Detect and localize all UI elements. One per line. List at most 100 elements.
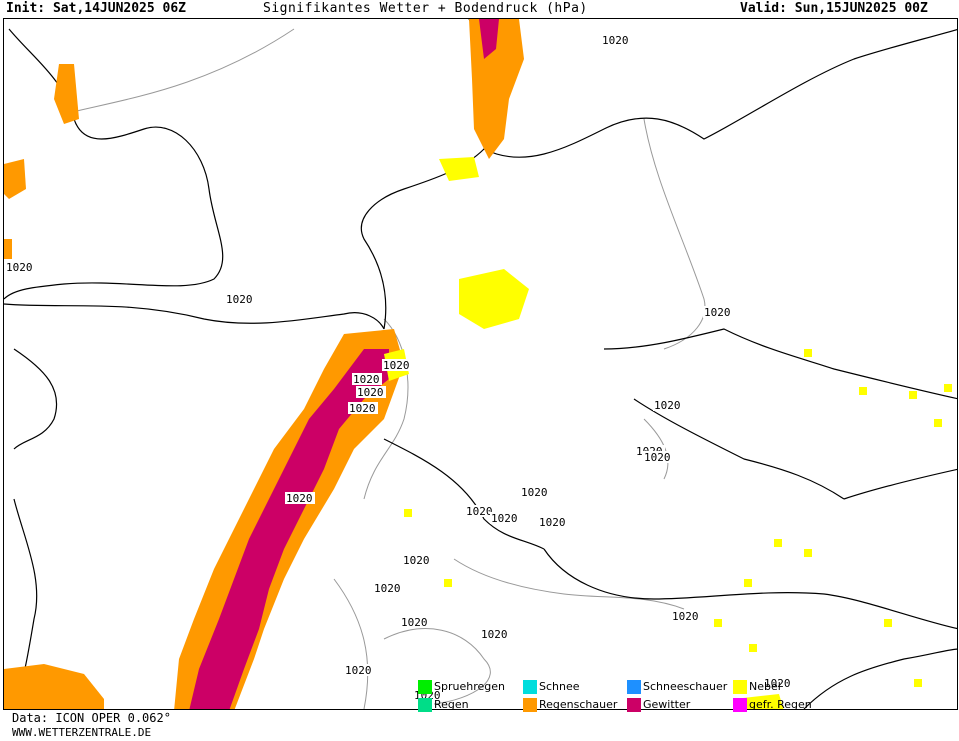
- shower-area-denmark: [469, 19, 524, 159]
- border-line-france-germany: [363, 318, 409, 500]
- border-slovakia: [843, 468, 957, 500]
- isobar-label-bg: [344, 664, 374, 676]
- isobar-label: 1020: [374, 582, 401, 595]
- border-line-england: [63, 28, 295, 115]
- fog-speck: [744, 579, 752, 587]
- border-line-germany-poland: [643, 118, 706, 350]
- fog-speck: [884, 619, 892, 627]
- fog-speck: [804, 349, 812, 357]
- isobar-line-2: [643, 418, 669, 480]
- precip-layer: [4, 19, 952, 709]
- legend-item: Schnee: [523, 679, 580, 694]
- legend-swatch: [418, 697, 432, 712]
- isobar-label-bg: [465, 505, 495, 517]
- legend-swatch: [733, 697, 747, 712]
- legend-swatch: [418, 679, 432, 694]
- isobar-label-bg: [490, 512, 520, 524]
- legend-label: Regenschauer: [539, 698, 618, 711]
- isobar-label-bg: [480, 628, 510, 640]
- legend-item: Gewitter: [627, 697, 690, 712]
- thunder-area-france: [189, 349, 389, 709]
- legend-label: Spruehregen: [434, 680, 505, 693]
- isobar-label: 1020: [764, 677, 791, 690]
- legend-label: Schnee: [539, 680, 580, 693]
- valid-time: Valid: Sun,15JUN2025 00Z: [740, 1, 928, 16]
- isobar-label: 1020: [539, 516, 566, 529]
- fog-speck: [804, 549, 812, 557]
- isobar-label: 1020: [672, 610, 699, 623]
- isobar-label-bg: [382, 359, 412, 371]
- legend-item: Spruehregen: [418, 679, 505, 694]
- fog-speck: [944, 384, 952, 392]
- border-line-alps: [453, 558, 685, 610]
- legend-swatch: [627, 679, 641, 694]
- isobar-label-bg: [643, 451, 673, 463]
- isobar-label: 1020: [401, 616, 428, 629]
- fog-speck: [859, 387, 867, 395]
- fog-speck: [404, 509, 412, 517]
- isobar-label: 1020: [226, 293, 253, 306]
- isobar-label: 1020: [383, 359, 410, 372]
- init-time: Init: Sat,14JUN2025 06Z: [6, 1, 187, 16]
- isobar-label: 1020: [466, 505, 493, 518]
- isobar-label: 1020: [353, 373, 380, 386]
- legend-item: gefr. Regen: [733, 697, 812, 712]
- shower-area-britain-east: [54, 64, 79, 124]
- isobar-label: 1020: [704, 306, 731, 319]
- isobar-label-bg: [225, 293, 255, 305]
- fog-speck: [934, 419, 942, 427]
- site-url: WWW.WETTERZENTRALE.DE: [12, 726, 152, 739]
- isobar-label-bg: [348, 402, 378, 414]
- isobar-label: 1020: [521, 486, 548, 499]
- legend-swatch: [733, 679, 747, 694]
- fog-speck: [774, 539, 782, 547]
- isobar-label-bg: [373, 582, 403, 594]
- legend-label: Schneeschauer: [643, 680, 728, 693]
- isobar-label-bg: [703, 306, 733, 318]
- country-borders: [63, 28, 706, 709]
- coast-brittany: [13, 348, 58, 450]
- fog-speck: [714, 619, 722, 627]
- isobar-label: 1020: [403, 554, 430, 567]
- isobar-label: 1020: [481, 628, 508, 641]
- legend-item: Regenschauer: [523, 697, 617, 712]
- border-czech-south: [633, 398, 845, 500]
- isobar-label-bg: [285, 492, 315, 504]
- data-source: Data: ICON OPER 0.062°: [12, 711, 171, 725]
- legend-swatch: [627, 697, 641, 712]
- isobar-label: 1020: [602, 34, 629, 47]
- fog-speck: [909, 391, 917, 399]
- isobar-label-bg: [671, 610, 701, 622]
- isobar-label: 1020: [345, 664, 372, 677]
- isobar-label-bg: [601, 34, 631, 46]
- isobar-label-bg: [356, 386, 386, 398]
- legend-item: Schneeschauer: [627, 679, 727, 694]
- legend-label: gefr. Regen: [749, 698, 812, 711]
- isobar-label-bg: [5, 261, 35, 273]
- isobar-label-bg: [400, 616, 430, 628]
- isobar-label-bg: [402, 554, 432, 566]
- fog-area-coast: [439, 157, 479, 181]
- weather-map: 1020 1020 1020 1020 1020 1020 1020 1020 1020 1020…: [3, 18, 958, 710]
- isobar-label-bg: [763, 677, 793, 689]
- isobar-label: 1020: [349, 402, 376, 415]
- isobar-label: 1020: [6, 261, 33, 274]
- legend-item: Regen: [418, 697, 469, 712]
- legend-swatch: [523, 697, 537, 712]
- thunder-area-denmark: [479, 19, 499, 59]
- shower-area-southwest: [4, 664, 104, 709]
- coast-britain: [4, 28, 224, 300]
- coast-baltic: [483, 28, 957, 158]
- isobar-label-bg: [520, 486, 550, 498]
- coast-adriatic: [803, 648, 957, 709]
- fog-area-germany: [459, 269, 529, 329]
- isobar-label-bg: [352, 373, 382, 385]
- shower-area-britain-west: [4, 159, 26, 199]
- isobar-label: 1020: [491, 512, 518, 525]
- isobar-label: 1020: [644, 451, 671, 464]
- map-title: Signifikantes Wetter + Bodendruck (hPa): [263, 1, 588, 16]
- legend-swatch: [523, 679, 537, 694]
- shower-area-britain-small: [4, 239, 12, 259]
